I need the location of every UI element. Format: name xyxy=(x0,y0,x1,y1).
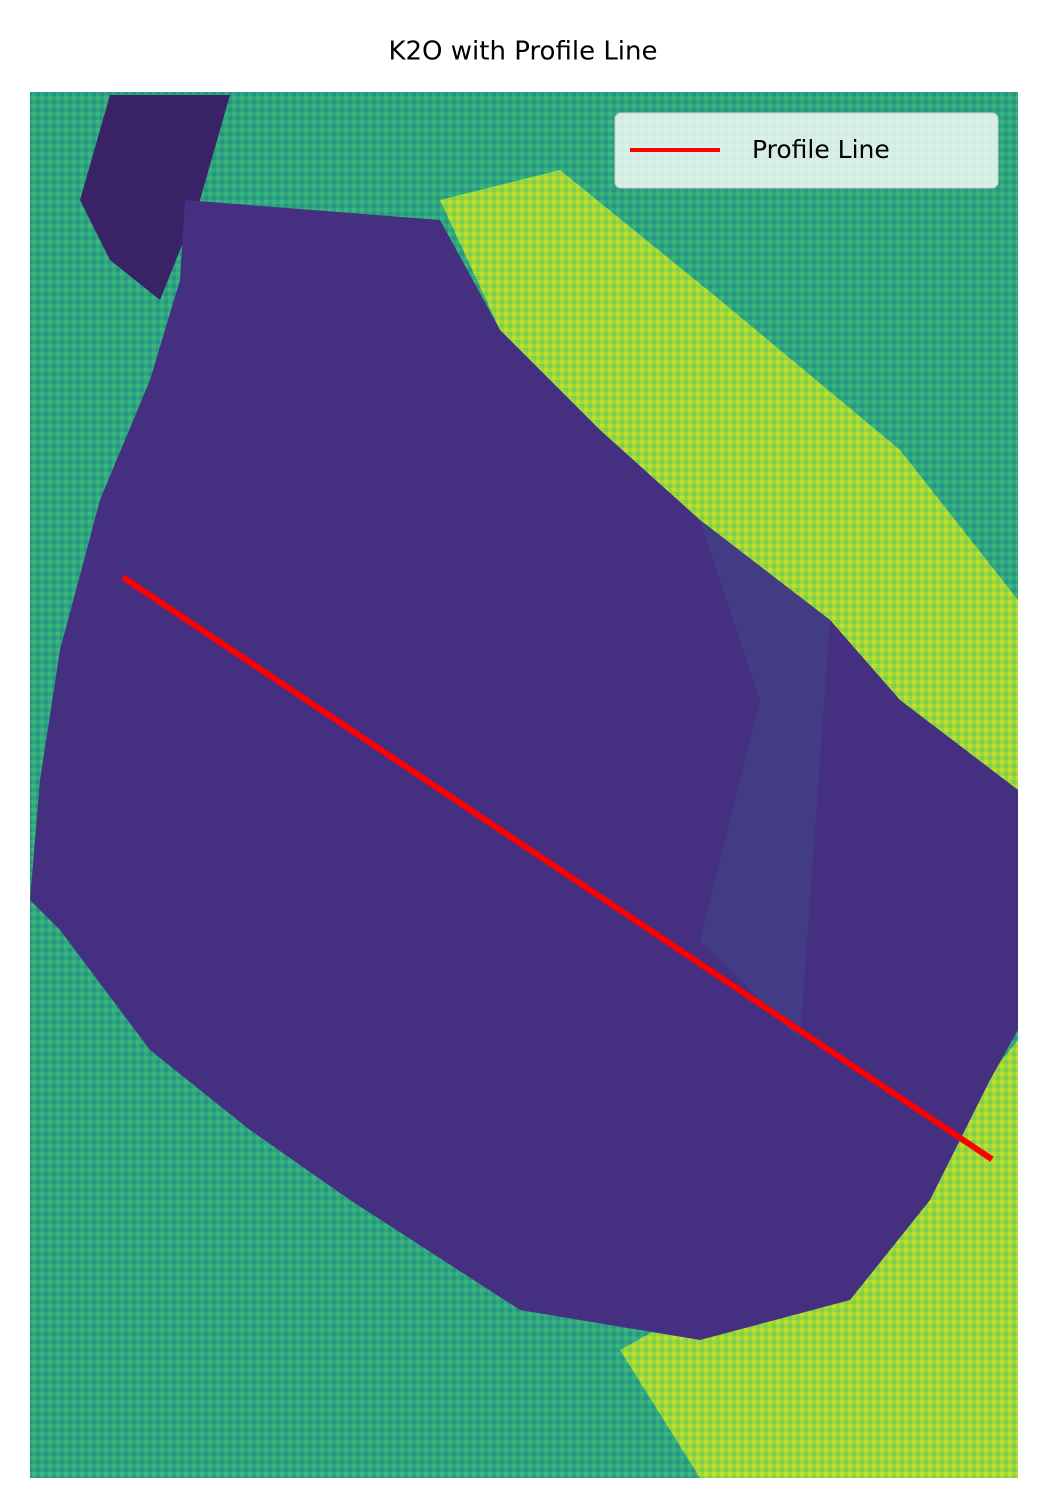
image xyxy=(30,92,1018,1478)
plot-area xyxy=(121,574,994,1162)
profile-line xyxy=(121,574,994,1162)
legend-label: Profile Line xyxy=(752,135,890,164)
legend-box xyxy=(614,112,999,189)
chart-title: K2O with Profile Line xyxy=(388,37,657,67)
legend: Profile Line xyxy=(614,112,999,189)
